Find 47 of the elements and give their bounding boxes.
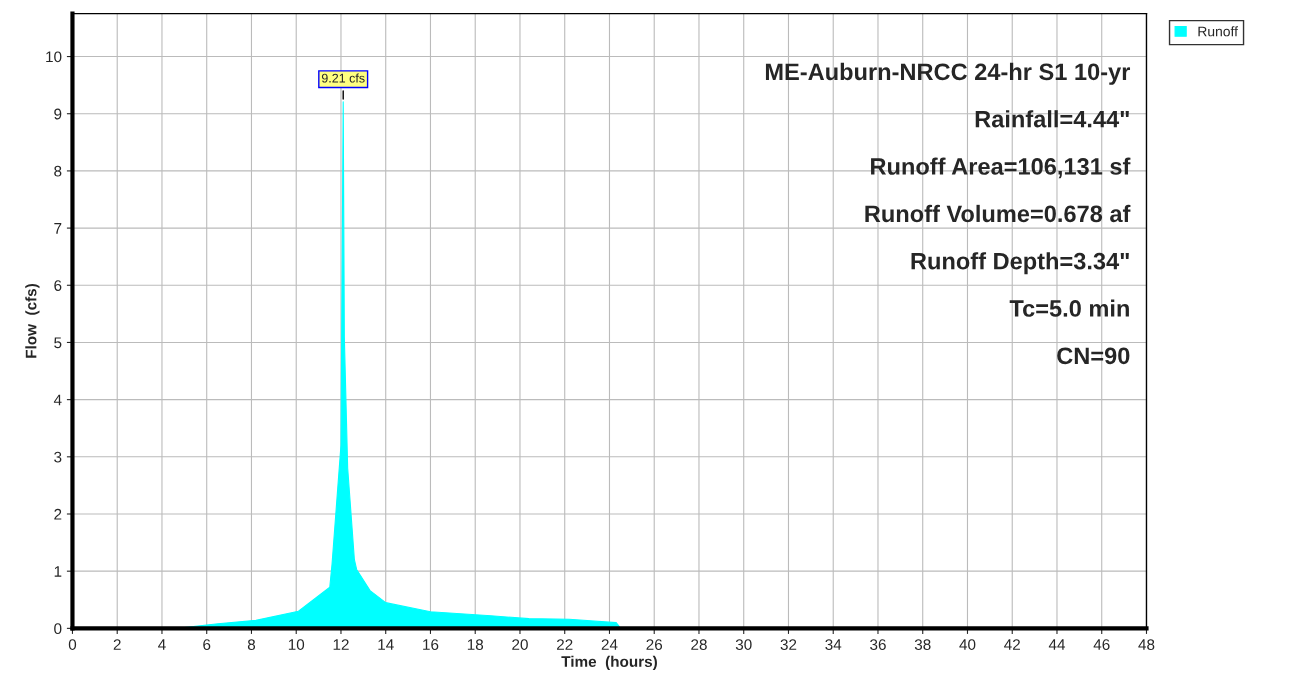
x-tick-label: 36 — [870, 639, 886, 650]
x-tick-label: 12 — [333, 639, 349, 650]
y-tick-label: 4 — [53, 394, 62, 406]
x-tick-label: 34 — [825, 639, 842, 650]
annotation: Rainfall=4.44" — [975, 110, 1129, 128]
y-tick-label: 2 — [54, 508, 62, 520]
x-tick-label: 46 — [1093, 639, 1110, 650]
annotation: ME-Auburn-NRCC 24-hr S1 10-yr — [765, 62, 1131, 85]
x-tick-label: 20 — [512, 639, 528, 650]
x-tick-label: 2 — [113, 639, 121, 650]
x-tick-label: 38 — [914, 639, 931, 650]
x-tick-label: 4 — [158, 639, 166, 650]
y-tick-label: 6 — [54, 280, 62, 291]
x-tick-label: 28 — [691, 639, 707, 650]
y-tick-label: 5 — [54, 337, 62, 349]
x-tick-label: 48 — [1138, 639, 1155, 650]
annotation: 9.21 cfs — [321, 73, 365, 83]
x-tick-label: 32 — [780, 639, 797, 650]
y-tick-label: 7 — [54, 223, 62, 234]
y-tick-label: 9 — [54, 108, 62, 120]
x-tick-label: 8 — [247, 639, 256, 650]
x-tick-label: 6 — [203, 639, 211, 650]
annotation: Runoff Depth=3.34" — [911, 252, 1129, 275]
y-axis-title: Flow (cfs) — [25, 284, 40, 358]
legend-label: Runoff — [1198, 26, 1239, 37]
x-tick-label: 40 — [959, 639, 976, 650]
y-tick-label: 3 — [54, 451, 62, 463]
annotation: CN=90 — [1057, 347, 1130, 365]
x-tick-label: 22 — [557, 639, 573, 650]
y-tick-label: 10 — [46, 51, 62, 63]
x-tick-label: 26 — [646, 639, 663, 650]
annotation: Runoff Area=106,131 sf — [871, 157, 1131, 179]
x-tick-label: 24 — [601, 639, 618, 650]
x-tick-label: 16 — [423, 639, 439, 650]
x-tick-label: 18 — [467, 639, 484, 650]
x-axis-title: Time (hours) — [561, 655, 657, 671]
x-tick-label: 30 — [735, 639, 752, 650]
x-tick-label: 14 — [378, 639, 394, 650]
x-tick-label: 42 — [1004, 639, 1020, 650]
x-tick-label: 44 — [1048, 639, 1066, 650]
y-tick-label: 8 — [54, 165, 62, 177]
annotation: Tc=5.0 min — [1009, 299, 1129, 317]
x-tick-label: 0 — [68, 639, 77, 650]
y-tick-label: 0 — [54, 623, 62, 635]
y-tick-label: 1 — [54, 566, 62, 577]
annotation: Runoff Volume=0.678 af — [865, 204, 1131, 223]
x-tick-label: 10 — [288, 639, 305, 650]
